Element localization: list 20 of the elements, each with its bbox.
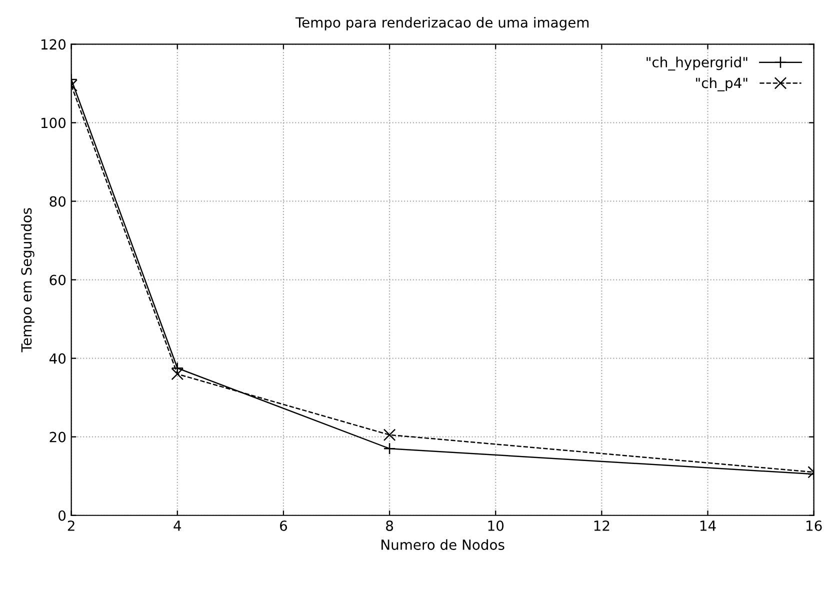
- y-tick-label: 0: [58, 510, 66, 521]
- y-tick-label: 80: [50, 196, 66, 207]
- y-tick-label: 60: [50, 274, 66, 286]
- x-tick-label: 4: [174, 520, 182, 531]
- legend-label: "ch_hypergrid": [646, 56, 748, 71]
- x-tick-label: 12: [594, 520, 610, 531]
- y-tick-label: 20: [50, 432, 66, 442]
- y-tick-label: 40: [49, 353, 66, 364]
- legend-label: "ch_p4": [696, 77, 748, 92]
- y-tick-label: 100: [41, 118, 66, 128]
- x-tick-label: 6: [280, 520, 288, 531]
- y-tick-label: 120: [41, 39, 66, 50]
- x-tick-label: 16: [806, 520, 822, 531]
- x-tick-label: 2: [68, 520, 74, 531]
- chart-title: Tempo para renderizacao de uma imagem: [295, 16, 589, 30]
- x-tick-label: 14: [700, 520, 716, 531]
- y-axis-title: Tempo em Segundos: [20, 208, 34, 352]
- x-tick-label: 10: [488, 520, 504, 531]
- x-axis-title: Numero de Nodos: [382, 539, 504, 550]
- x-tick-label: 8: [386, 520, 394, 531]
